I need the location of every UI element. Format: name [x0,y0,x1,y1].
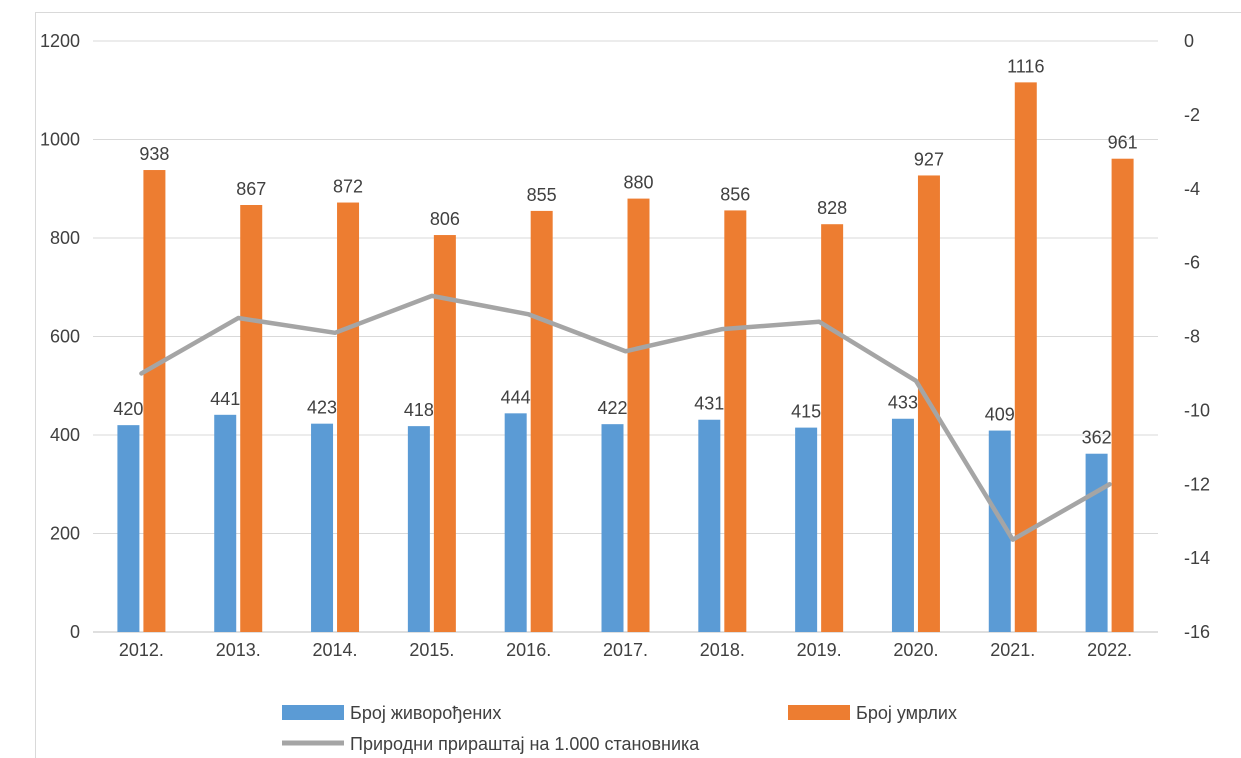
data-label: 409 [985,405,1015,425]
bar [143,170,166,632]
line-series-path [139,293,1112,542]
chart-frame [35,12,1241,758]
x-tick-label: 2015. [409,640,454,660]
bar [117,425,140,632]
y-tick-label: 1200 [40,31,80,51]
y2-tick-label: -12 [1184,474,1210,494]
bar [795,427,818,632]
data-label: 828 [817,198,847,218]
x-tick-label: 2019. [797,640,842,660]
data-label: 431 [694,394,724,414]
x-tick-label: 2022. [1087,640,1132,660]
data-label: 806 [430,209,460,229]
y-tick-label: 600 [50,327,80,347]
data-label: 444 [501,387,531,407]
right-axis-ticks: 0 -2 -4 -6 -8 -10 -12 -14 -16 [1184,31,1210,642]
legend-label-births: Број живорођених [350,703,501,723]
data-label: 423 [307,398,337,418]
y2-tick-label: -2 [1184,105,1200,125]
x-axis-ticks: 2012. 2013. 2014. 2015. 2016. 2017. 2018. 2019.… [119,640,1132,660]
x-tick-label: 2020. [893,640,938,660]
line-series [139,293,1112,542]
y2-tick-label: -10 [1184,400,1210,420]
data-label: 1116 [1007,56,1044,76]
y-tick-label: 1000 [40,130,80,150]
bar [504,413,527,632]
data-label: 927 [914,149,944,169]
bar [601,424,624,632]
bar [1111,158,1134,632]
data-label: 872 [333,177,363,197]
bar [988,430,1011,632]
data-labels: 420 441 423 418 444 422 431 415 433 409 362 938 867 8… [113,56,1137,447]
legend-label-natural-increase: Природни прираштај на 1.000 становника [350,734,700,754]
data-label: 938 [139,144,169,164]
x-tick-label: 2014. [313,640,358,660]
legend-swatch-deaths [788,705,850,720]
x-tick-label: 2013. [216,640,261,660]
bar [821,224,844,632]
bar [891,418,914,632]
bar [724,210,747,633]
x-tick-label: 2016. [506,640,551,660]
y-tick-label: 400 [50,425,80,445]
left-axis-ticks: 0 200 400 600 800 1000 1200 [40,31,80,642]
y2-tick-label: -8 [1184,327,1200,347]
y-tick-label: 200 [50,524,80,544]
data-label: 420 [113,399,143,419]
data-label: 855 [527,185,557,205]
bar [530,210,553,632]
data-label: 433 [888,393,918,413]
data-label: 415 [791,402,821,422]
legend: Број живорођених Број умрлих Природни прир… [282,703,957,754]
bar [240,205,263,632]
y2-tick-label: -6 [1184,253,1200,273]
bar [337,202,360,633]
bar [407,426,430,632]
data-label: 856 [720,184,750,204]
x-tick-label: 2017. [603,640,648,660]
data-label: 422 [597,398,627,418]
data-label: 362 [1082,428,1112,448]
gridlines [93,40,1158,633]
bar [433,235,456,633]
bar [627,198,650,632]
bars [117,82,1134,633]
data-label: 418 [404,400,434,420]
bar [1085,453,1108,632]
y2-tick-label: -4 [1184,179,1200,199]
data-label: 867 [236,179,266,199]
bar [1014,82,1037,633]
bar [698,419,721,632]
bar [311,423,334,632]
y2-tick-label: 0 [1184,31,1194,51]
bar [214,414,237,632]
y-tick-label: 0 [70,622,80,642]
data-label: 961 [1108,133,1138,153]
legend-label-deaths: Број умрлих [856,703,957,723]
y2-tick-label: -16 [1184,622,1210,642]
x-tick-label: 2018. [700,640,745,660]
x-tick-label: 2012. [119,640,164,660]
y2-tick-label: -14 [1184,548,1210,568]
y-tick-label: 800 [50,228,80,248]
legend-swatch-births [282,705,344,720]
x-tick-label: 2021. [990,640,1035,660]
data-label: 880 [623,173,653,193]
data-label: 441 [210,389,240,409]
